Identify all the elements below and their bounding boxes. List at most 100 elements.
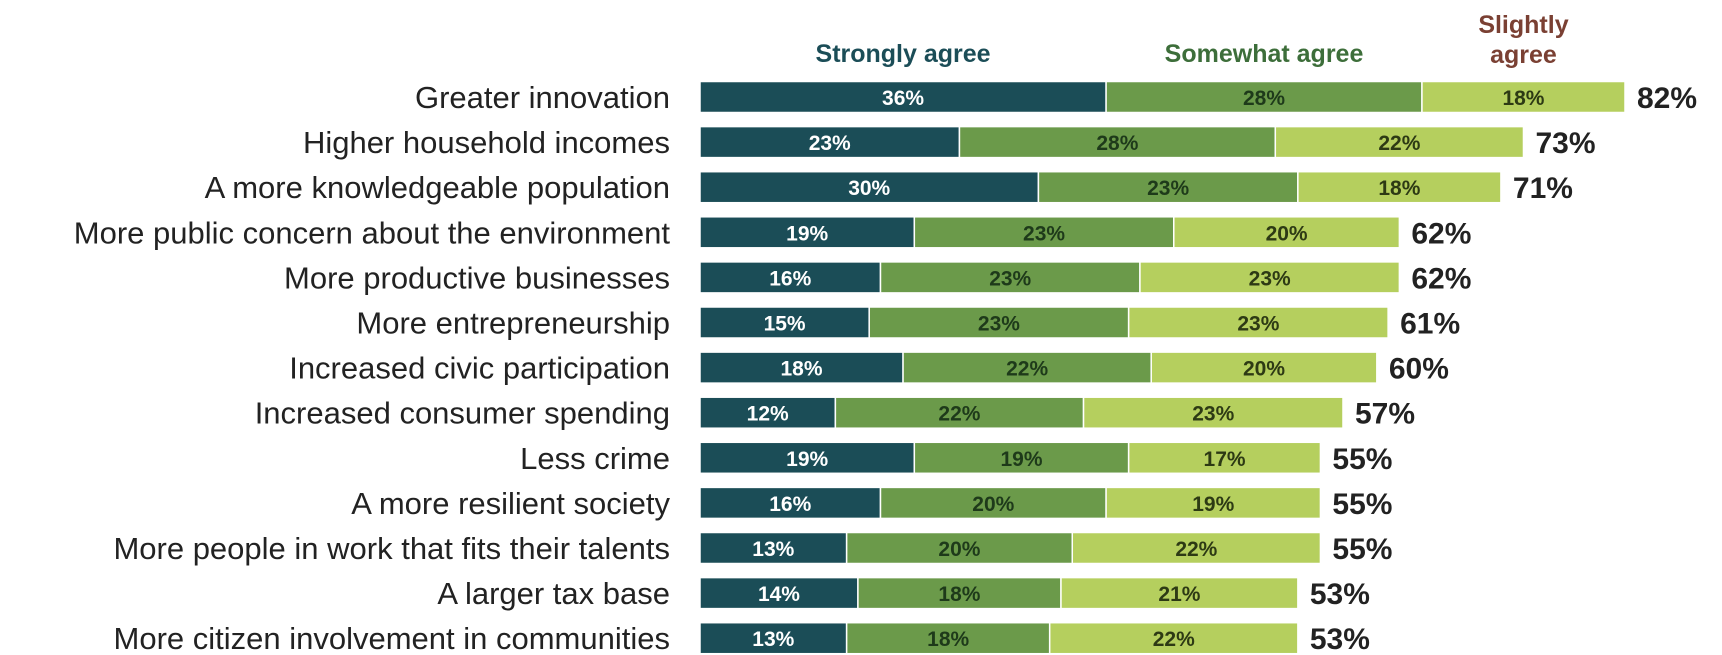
bar-segment [699, 576, 859, 610]
data-label: 18% [938, 583, 980, 606]
category-label: Less crime [520, 441, 670, 476]
category-label: A more resilient society [351, 486, 670, 521]
bar-segment [699, 306, 870, 339]
category-label: More citizen involvement in communities [114, 621, 671, 655]
bar-segment [1127, 441, 1322, 475]
data-label: 23% [989, 267, 1031, 290]
data-label: 17% [1204, 448, 1246, 471]
data-label: 19% [1000, 448, 1042, 471]
bar-segment [699, 441, 916, 475]
data-label: 18% [927, 628, 969, 651]
data-label: 19% [786, 222, 828, 245]
data-label: 23% [1192, 403, 1234, 426]
data-label: 22% [1175, 538, 1217, 561]
bar-segment [699, 216, 916, 249]
bar-segment [1060, 576, 1299, 610]
total-label: 82% [1637, 82, 1697, 115]
bar-segment [1297, 170, 1502, 204]
category-label: Increased civic participation [289, 351, 670, 386]
bar-segment [1037, 170, 1299, 204]
bar-segment [845, 621, 1051, 655]
legend-label: Slightly [1478, 11, 1568, 39]
category-label: Higher household incomes [303, 125, 670, 160]
data-label: 18% [1378, 177, 1420, 200]
bar-row: More people in work that fits their tale… [113, 531, 1392, 566]
total-label: 62% [1411, 262, 1471, 295]
total-label: 53% [1310, 623, 1370, 655]
data-label: 20% [1243, 358, 1285, 381]
bar-segment [699, 351, 904, 384]
category-label: A larger tax base [437, 576, 670, 611]
bar-row: More citizen involvement in communities 1… [114, 621, 1370, 655]
data-label: 19% [786, 448, 828, 471]
data-label: 22% [1378, 132, 1420, 155]
bar-segment [1082, 396, 1344, 429]
category-label: More public concern about the environmen… [74, 215, 671, 250]
bar-segment [879, 261, 1141, 294]
data-label: 22% [938, 403, 980, 426]
data-label: 16% [769, 267, 811, 290]
bar-segment [699, 531, 848, 565]
total-label: 62% [1411, 217, 1471, 250]
bar-row: Less crime 19% 19% 17% 55% [520, 441, 1392, 476]
total-label: 73% [1535, 127, 1595, 160]
bar-segment [699, 170, 1040, 204]
data-label: 18% [1502, 87, 1544, 110]
data-label: 20% [972, 493, 1014, 516]
category-label: A more knowledgeable population [205, 170, 670, 205]
legend-item: Somewhat agree [1165, 40, 1364, 68]
bar-segment [699, 621, 848, 655]
bar-segment [1105, 486, 1322, 520]
data-label: 23% [1147, 177, 1189, 200]
data-label: 22% [1153, 628, 1195, 651]
total-label: 60% [1389, 353, 1449, 386]
category-label: More people in work that fits their tale… [113, 531, 670, 566]
bar-row: More productive businesses 16% 23% 23% 62% [284, 260, 1471, 295]
bar-row: A more knowledgeable population 30% 23% 18%… [205, 170, 1573, 205]
legend-label: Strongly agree [816, 40, 991, 68]
bar-segment [699, 261, 882, 294]
data-label: 20% [1266, 222, 1308, 245]
data-label: 22% [1006, 358, 1048, 381]
bar-row: A more resilient society 16% 20% 19% 55% [351, 486, 1392, 521]
data-label: 18% [781, 358, 823, 381]
bar-segment [1048, 621, 1299, 655]
total-label: 71% [1513, 172, 1573, 205]
bar-segment [1173, 216, 1401, 249]
data-label: 23% [809, 132, 851, 155]
bar-segment [1150, 351, 1378, 384]
data-label: 20% [938, 538, 980, 561]
bar-row: A larger tax base 14% 18% 21% 53% [437, 576, 1370, 611]
bar-row: Higher household incomes 23% 28% 22% 73% [303, 125, 1596, 160]
data-label: 15% [764, 313, 806, 336]
data-label: 14% [758, 583, 800, 606]
category-label: More productive businesses [284, 260, 670, 295]
bar-segment [902, 351, 1152, 384]
category-label: Increased consumer spending [255, 396, 670, 431]
bar-segment [699, 486, 882, 520]
data-label: 23% [1023, 222, 1065, 245]
data-label: 12% [747, 403, 789, 426]
bar-row: More public concern about the environmen… [74, 215, 1472, 250]
category-label: More entrepreneurship [356, 306, 670, 341]
bar-area: Greater innovation 36% 28% 18% 82% Higher hou… [74, 80, 1697, 655]
total-label: 57% [1355, 398, 1415, 431]
data-label: 21% [1158, 583, 1200, 606]
bar-row: Greater innovation 36% 28% 18% 82% [415, 80, 1697, 115]
total-label: 61% [1400, 308, 1460, 341]
total-label: 55% [1332, 533, 1392, 566]
bar-segment [857, 576, 1062, 610]
bar-row: Increased civic participation 18% 22% 20% 60… [289, 351, 1449, 386]
bar-segment [1071, 531, 1322, 565]
data-label: 19% [1192, 493, 1234, 516]
bar-segment [1139, 261, 1401, 294]
bar-segment [958, 125, 1277, 159]
bar-segment [868, 306, 1130, 339]
data-label: 16% [769, 493, 811, 516]
total-label: 55% [1332, 443, 1392, 476]
data-label: 28% [1243, 87, 1285, 110]
data-label: 36% [882, 87, 924, 110]
data-label: 23% [1237, 313, 1279, 336]
